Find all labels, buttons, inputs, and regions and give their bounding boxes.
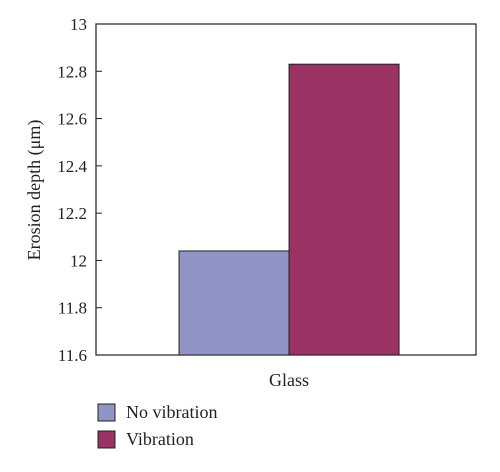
legend-label: Vibration — [126, 429, 194, 449]
y-axis: 11.6 11.8 12 12.2 12.4 12.6 12.8 13 — [57, 15, 102, 365]
y-tick-label: 11.8 — [58, 299, 87, 318]
y-axis-title: Erosion depth (μm) — [24, 120, 45, 261]
y-tick-label: 12 — [70, 251, 87, 270]
legend-swatch — [97, 430, 116, 449]
category-label: Glass — [269, 370, 309, 390]
bar-vibration — [288, 63, 400, 356]
y-tick-label: 12.8 — [57, 62, 87, 81]
y-tick-label: 12.6 — [57, 110, 87, 129]
bar-no-vibration — [178, 250, 290, 356]
bars-group — [178, 63, 400, 356]
y-tick-label: 12.4 — [57, 157, 87, 176]
legend-swatch — [97, 403, 116, 422]
y-tick-label: 13 — [70, 15, 87, 34]
y-tick-label: 12.2 — [57, 204, 87, 223]
x-axis: Glass — [269, 370, 309, 390]
legend: No vibration Vibration — [97, 402, 218, 449]
legend-label: No vibration — [126, 402, 218, 422]
y-tick-label: 11.6 — [58, 346, 87, 365]
